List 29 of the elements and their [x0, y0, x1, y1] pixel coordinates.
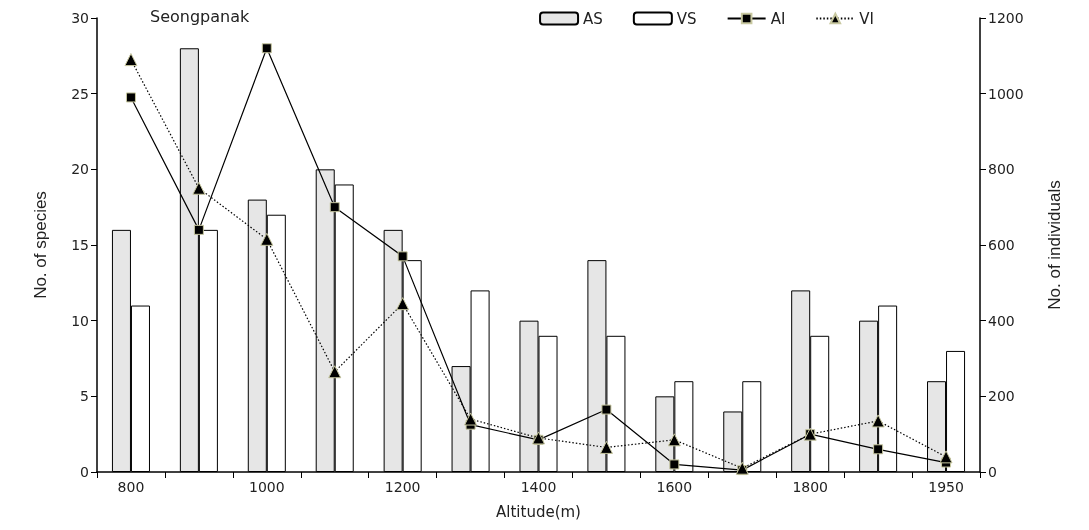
- y2-tick-label: 200: [988, 388, 1015, 405]
- y-tick-label: 30: [71, 10, 89, 26]
- y2-tick-label: 600: [988, 237, 1015, 253]
- x-tick-label: 1950: [928, 479, 964, 495]
- y2-axis-title: No. of individuals: [1045, 180, 1064, 310]
- x-tick-label: 1400: [520, 479, 557, 495]
- y2-tick-label: 1200: [988, 10, 1024, 26]
- y2-tick-label: 1000: [988, 85, 1024, 102]
- y2-tick-label: 800: [988, 161, 1015, 178]
- y-tick-label: 5: [80, 388, 89, 405]
- legend-label: AI: [770, 9, 786, 28]
- y2-tick-label: 0: [988, 464, 997, 480]
- x-tick-label: 1200: [384, 479, 421, 495]
- legend-label: AS: [583, 9, 603, 28]
- y-tick-label: 10: [71, 312, 89, 329]
- x-tick-label: 1800: [792, 479, 829, 495]
- y-tick-label: 20: [71, 161, 89, 178]
- legend-label: VS: [676, 9, 697, 28]
- x-tick-label: 800: [117, 479, 145, 495]
- x-tick-label: 1000: [248, 479, 285, 495]
- y-axis-title: No. of species: [31, 191, 50, 299]
- annotation: Seongpanak: [150, 6, 250, 26]
- x-tick-label: 1600: [656, 479, 693, 495]
- y-tick-label: 25: [71, 85, 89, 102]
- legend-label: VI: [859, 9, 874, 28]
- y-tick-label: 0: [80, 464, 89, 480]
- x-axis-title: Altitude(m): [496, 502, 581, 521]
- y2-tick-label: 400: [988, 312, 1015, 329]
- y-tick-label: 15: [71, 237, 89, 253]
